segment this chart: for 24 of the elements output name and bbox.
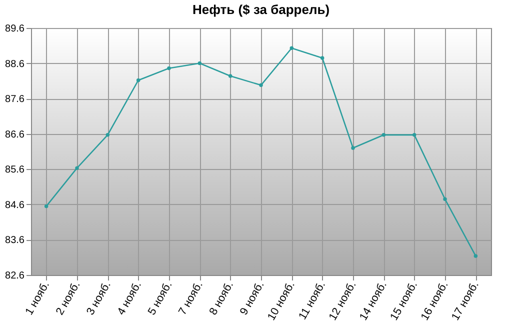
point (136, 78, 140, 82)
y-tick-label: 89.6 (5, 24, 25, 34)
y-tick-label: 86.6 (5, 129, 25, 140)
point (228, 74, 232, 78)
point (290, 46, 294, 50)
point (320, 56, 324, 60)
point (351, 146, 355, 150)
point (474, 254, 478, 258)
point (412, 133, 416, 137)
y-tick-label: 82.6 (5, 270, 25, 282)
point (382, 133, 386, 137)
y-tick-label: 85.6 (5, 164, 25, 176)
point (167, 66, 171, 70)
y-tick-label: 83.6 (5, 235, 25, 246)
y-tick-label: 87.6 (5, 94, 25, 106)
y-tick-label: 84.6 (5, 200, 25, 211)
point (198, 61, 202, 66)
point (44, 204, 48, 208)
y-tick-label: 88.6 (5, 58, 25, 70)
point (106, 133, 110, 137)
point (75, 166, 79, 170)
chart-title: Нефть ($ за баррель) (192, 2, 330, 17)
point (443, 197, 447, 202)
point (259, 83, 263, 88)
